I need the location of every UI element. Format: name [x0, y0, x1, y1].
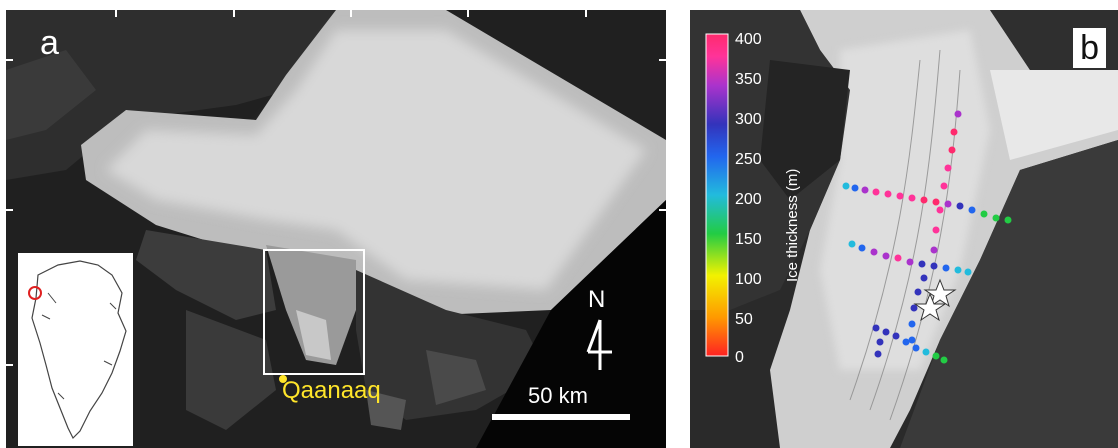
- satellite-image-a: [6, 10, 666, 448]
- north-label: N: [588, 286, 606, 313]
- scale-bar: [492, 414, 630, 420]
- colorbar-tick: 50: [735, 311, 753, 328]
- colorbar-tick: 350: [735, 71, 762, 88]
- colorbar: [705, 33, 729, 357]
- thickness-survey-points: [842, 110, 1012, 364]
- town-label: Qaanaaq: [282, 377, 381, 404]
- colorbar-tick: 300: [735, 111, 762, 128]
- map-panel-b: 400 350 300 250 200 150 100 50 0 Ice thi…: [690, 10, 1118, 448]
- location-marker-circle: [28, 286, 42, 300]
- panel-label-a: a: [40, 24, 59, 62]
- colorbar-tick: 150: [735, 231, 762, 248]
- colorbar-tick: 200: [735, 191, 762, 208]
- satellite-image-b: [690, 10, 1118, 448]
- borehole-star-icon: [913, 278, 957, 322]
- study-area-box: [263, 249, 365, 375]
- town-marker: [279, 375, 287, 383]
- north-arrow-icon: [586, 319, 612, 370]
- greenland-inset-map: [18, 253, 133, 446]
- colorbar-tick: 0: [735, 349, 744, 366]
- scale-label: 50 km: [528, 383, 588, 408]
- map-panel-a: a Qaanaaq N 50 km: [6, 10, 666, 448]
- colorbar-tick: 400: [735, 31, 762, 48]
- colorbar-tick: 100: [735, 271, 762, 288]
- colorbar-title: Ice thickness (m): [784, 168, 801, 282]
- colorbar-tick: 250: [735, 151, 762, 168]
- colorbar-tick-labels: 400 350 300 250 200 150 100 50 0: [735, 32, 775, 372]
- panel-label-b: b: [1073, 28, 1106, 68]
